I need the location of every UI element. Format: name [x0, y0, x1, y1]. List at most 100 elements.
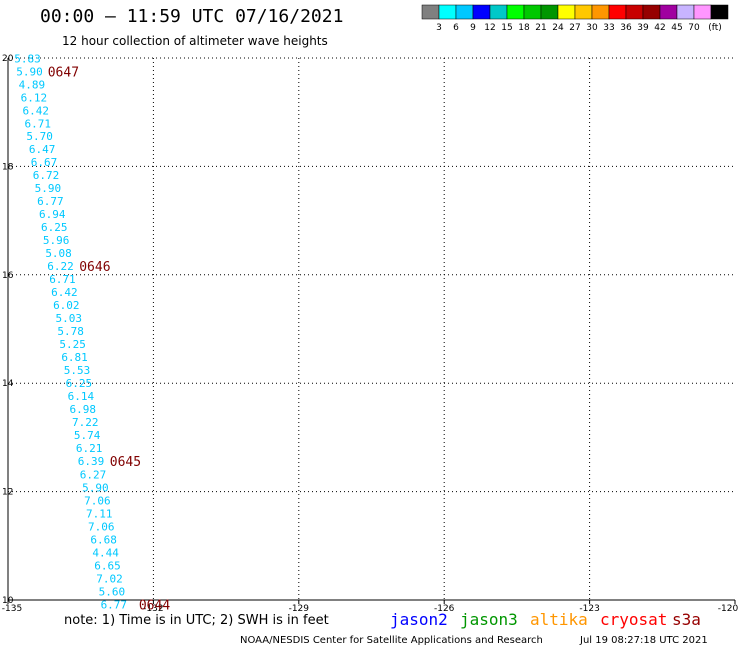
swh-point-label: 5.78 — [57, 325, 84, 338]
legend-swatch — [540, 4, 559, 20]
legend-tick-label: 6 — [453, 23, 459, 33]
footer-credit: NOAA/NESDIS Center for Satellite Applica… — [240, 635, 543, 646]
x-tick-label: -126 — [434, 604, 455, 614]
x-tick-label: -135 — [2, 604, 22, 614]
legend-swatch — [676, 4, 695, 20]
swh-point-label: 6.14 — [68, 390, 95, 403]
swh-point-label: 6.68 — [90, 533, 117, 546]
y-tick-label: 20 — [2, 54, 14, 64]
swh-point-label: 6.77 — [37, 195, 64, 208]
legend-swatch — [591, 4, 610, 20]
swh-point-label: 4.89 — [19, 79, 46, 92]
time-label: 0647 — [48, 66, 79, 81]
swh-point-label: 6.98 — [70, 403, 97, 416]
legend-tick-label: 18 — [518, 23, 530, 33]
swh-point-label: 5.90 — [35, 182, 62, 195]
swh-point-label: 5.83 — [14, 53, 41, 66]
x-tick-label: -120 — [718, 604, 739, 614]
time-label: 0645 — [110, 455, 141, 470]
legend-swatch — [642, 4, 661, 20]
axes: -135 -132 -129 -126 -123 -120 20 18 16 14 12 10 — [2, 54, 739, 614]
legend-swatch — [523, 4, 542, 20]
satellite-label-jason3: jason3 — [460, 610, 518, 629]
legend-swatch — [489, 4, 508, 20]
y-tick-label: 18 — [2, 162, 14, 172]
x-tick-label: -123 — [579, 604, 599, 614]
legend-swatch — [625, 4, 644, 20]
swh-point-label: 6.22 — [47, 260, 73, 273]
legend-tick-label: 70 — [688, 23, 700, 33]
legend-tick-label: 3 — [436, 23, 442, 33]
swh-point-label: 5.96 — [43, 234, 69, 247]
swh-point-label: 6.94 — [39, 208, 66, 221]
swh-point-label: 6.71 — [24, 118, 51, 131]
swh-point-label: 5.74 — [74, 429, 101, 442]
x-tick-label: -129 — [289, 604, 310, 614]
swh-point-label: 6.12 — [21, 92, 48, 105]
legend-tick-label: 45 — [671, 23, 682, 33]
chart-title: 00:00 – 11:59 UTC 07/16/2021 — [40, 6, 344, 27]
swh-point-label: 5.08 — [45, 247, 72, 260]
legend-swatch — [659, 4, 678, 20]
satellite-label-cryosat: cryosat — [600, 610, 668, 629]
swh-point-label: 7.06 — [84, 494, 111, 507]
legend-tick-label: 15 — [501, 23, 512, 33]
y-tick-label: 14 — [2, 379, 14, 389]
color-legend: 3 6 9 12 15 18 21 24 27 30 33 36 39 42 45 70 (ft) — [421, 4, 729, 33]
footer-generated-time: Jul 19 08:27:18 UTC 2021 — [580, 635, 708, 646]
legend-tick-label: 21 — [535, 23, 546, 33]
legend-tick-label: 33 — [603, 23, 614, 33]
satellite-label-jason2: jason2 — [390, 610, 448, 629]
legend-swatch — [455, 4, 474, 20]
y-tick-label: 12 — [2, 488, 13, 498]
legend-tick-label: 42 — [654, 23, 665, 33]
swh-point-label: 6.67 — [31, 156, 58, 169]
swh-point-label: 6.71 — [49, 273, 76, 286]
satellite-label-s3a: s3a — [672, 610, 701, 629]
swh-point-label: 5.53 — [64, 364, 90, 377]
x-tick-label: -132 — [143, 604, 163, 614]
y-tick-label: 16 — [2, 271, 14, 281]
time-label: 0646 — [79, 260, 110, 275]
legend-swatch — [710, 4, 729, 20]
swh-point-label: 5.90 — [82, 481, 109, 494]
chart-subtitle: 12 hour collection of altimeter wave hei… — [62, 34, 328, 48]
swh-point-label: 6.77 — [101, 598, 128, 611]
swh-point-label: 6.25 — [66, 377, 93, 390]
swh-points: 5.835.904.896.126.426.715.706.476.676.72… — [14, 53, 127, 612]
legend-swatch — [574, 4, 593, 20]
swh-point-label: 6.65 — [94, 559, 121, 572]
y-tick-label: 10 — [2, 596, 14, 606]
swh-point-label: 6.02 — [53, 299, 80, 312]
swh-point-label: 7.02 — [96, 572, 123, 585]
legend-swatch — [608, 4, 627, 20]
swh-point-label: 5.60 — [99, 585, 126, 598]
swh-point-label: 6.81 — [61, 351, 88, 364]
legend-tick-label: 9 — [470, 23, 476, 33]
legend-swatch — [557, 4, 576, 20]
legend-swatch — [506, 4, 525, 20]
satellite-label-altika: altika — [530, 610, 588, 629]
legend-tick-label: 24 — [552, 23, 564, 33]
swh-point-label: 6.21 — [76, 442, 103, 455]
swh-point-label: 5.90 — [16, 66, 43, 79]
legend-swatch — [693, 4, 712, 20]
grid — [8, 57, 735, 600]
swh-point-label: 4.44 — [92, 546, 119, 559]
swh-point-label: 7.06 — [88, 520, 115, 533]
legend-swatch — [438, 4, 457, 20]
swh-point-label: 6.47 — [29, 143, 56, 156]
legend-tick-label: 12 — [484, 23, 495, 33]
footer-note: note: 1) Time is in UTC; 2) SWH is in fe… — [64, 613, 329, 628]
legend-tick-label: 39 — [637, 23, 649, 33]
time-label: 0644 — [139, 598, 170, 613]
legend-tick-label: 30 — [586, 23, 598, 33]
swh-point-label: 5.25 — [59, 338, 85, 351]
swh-point-label: 6.42 — [51, 286, 77, 299]
swh-point-label: 6.25 — [41, 221, 68, 234]
legend-tick-label: 36 — [620, 23, 632, 33]
swh-point-label: 5.70 — [26, 130, 53, 143]
legend-unit: (ft) — [708, 23, 722, 33]
legend-swatch — [421, 4, 440, 20]
